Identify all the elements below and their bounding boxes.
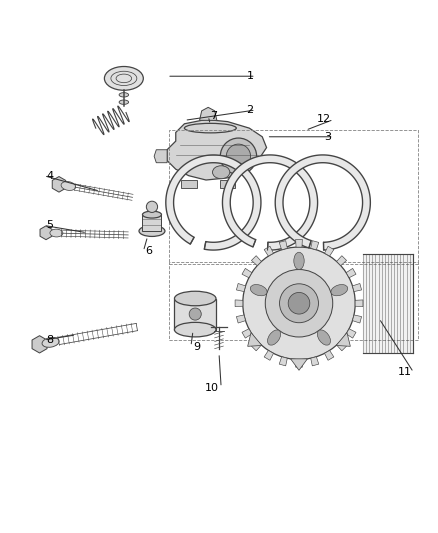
Text: 10: 10 — [205, 383, 219, 393]
Text: 7: 7 — [210, 111, 218, 121]
Bar — [169, 262, 418, 340]
Ellipse shape — [142, 211, 162, 218]
Polygon shape — [200, 107, 217, 120]
Polygon shape — [296, 359, 302, 367]
Circle shape — [146, 201, 158, 213]
Ellipse shape — [119, 93, 129, 97]
Polygon shape — [52, 176, 66, 192]
Polygon shape — [311, 357, 319, 366]
Text: 6: 6 — [145, 246, 152, 256]
Polygon shape — [264, 246, 273, 256]
Text: 8: 8 — [46, 335, 53, 345]
Polygon shape — [237, 315, 246, 323]
Polygon shape — [220, 180, 236, 188]
Circle shape — [265, 270, 333, 337]
Polygon shape — [167, 119, 267, 180]
Text: 9: 9 — [193, 342, 200, 351]
Ellipse shape — [331, 285, 348, 296]
Polygon shape — [275, 155, 371, 250]
Polygon shape — [166, 155, 261, 250]
Polygon shape — [235, 300, 243, 306]
Polygon shape — [32, 336, 47, 353]
Polygon shape — [325, 246, 334, 256]
Text: 12: 12 — [317, 115, 332, 125]
Polygon shape — [290, 359, 307, 370]
Ellipse shape — [268, 330, 281, 345]
Polygon shape — [279, 241, 287, 250]
Text: 4: 4 — [46, 171, 53, 181]
Text: 11: 11 — [397, 367, 411, 377]
Ellipse shape — [174, 322, 216, 337]
Polygon shape — [346, 269, 356, 278]
Polygon shape — [311, 241, 319, 250]
Ellipse shape — [119, 100, 129, 104]
Polygon shape — [247, 333, 262, 346]
Ellipse shape — [104, 67, 143, 90]
Text: 2: 2 — [247, 105, 254, 115]
Polygon shape — [337, 256, 346, 265]
Polygon shape — [237, 284, 246, 292]
Circle shape — [288, 293, 310, 314]
Ellipse shape — [317, 330, 331, 345]
Polygon shape — [242, 269, 252, 278]
Ellipse shape — [50, 229, 63, 237]
Circle shape — [220, 138, 257, 174]
Polygon shape — [242, 329, 252, 338]
Circle shape — [279, 284, 318, 322]
Polygon shape — [154, 150, 167, 163]
Polygon shape — [223, 155, 318, 250]
Polygon shape — [353, 284, 362, 292]
Ellipse shape — [42, 337, 59, 348]
Polygon shape — [40, 226, 52, 240]
Ellipse shape — [294, 252, 304, 270]
Text: 1: 1 — [247, 71, 254, 81]
Polygon shape — [337, 341, 346, 351]
Polygon shape — [346, 329, 356, 338]
Ellipse shape — [212, 166, 230, 179]
Polygon shape — [181, 180, 197, 188]
Circle shape — [243, 247, 355, 359]
Polygon shape — [279, 357, 287, 366]
Polygon shape — [264, 350, 273, 360]
Ellipse shape — [61, 182, 76, 190]
Ellipse shape — [174, 291, 216, 306]
Bar — [169, 130, 418, 264]
Polygon shape — [251, 256, 261, 265]
Circle shape — [189, 308, 201, 320]
Polygon shape — [251, 341, 261, 351]
Ellipse shape — [250, 285, 267, 296]
Circle shape — [226, 144, 251, 168]
Ellipse shape — [139, 225, 165, 237]
Polygon shape — [355, 300, 363, 306]
Text: 3: 3 — [325, 132, 332, 142]
Polygon shape — [353, 315, 362, 323]
Polygon shape — [142, 215, 162, 231]
Polygon shape — [325, 350, 334, 360]
Polygon shape — [296, 239, 302, 247]
Polygon shape — [174, 298, 216, 329]
Text: 5: 5 — [46, 221, 53, 230]
Polygon shape — [336, 333, 350, 346]
